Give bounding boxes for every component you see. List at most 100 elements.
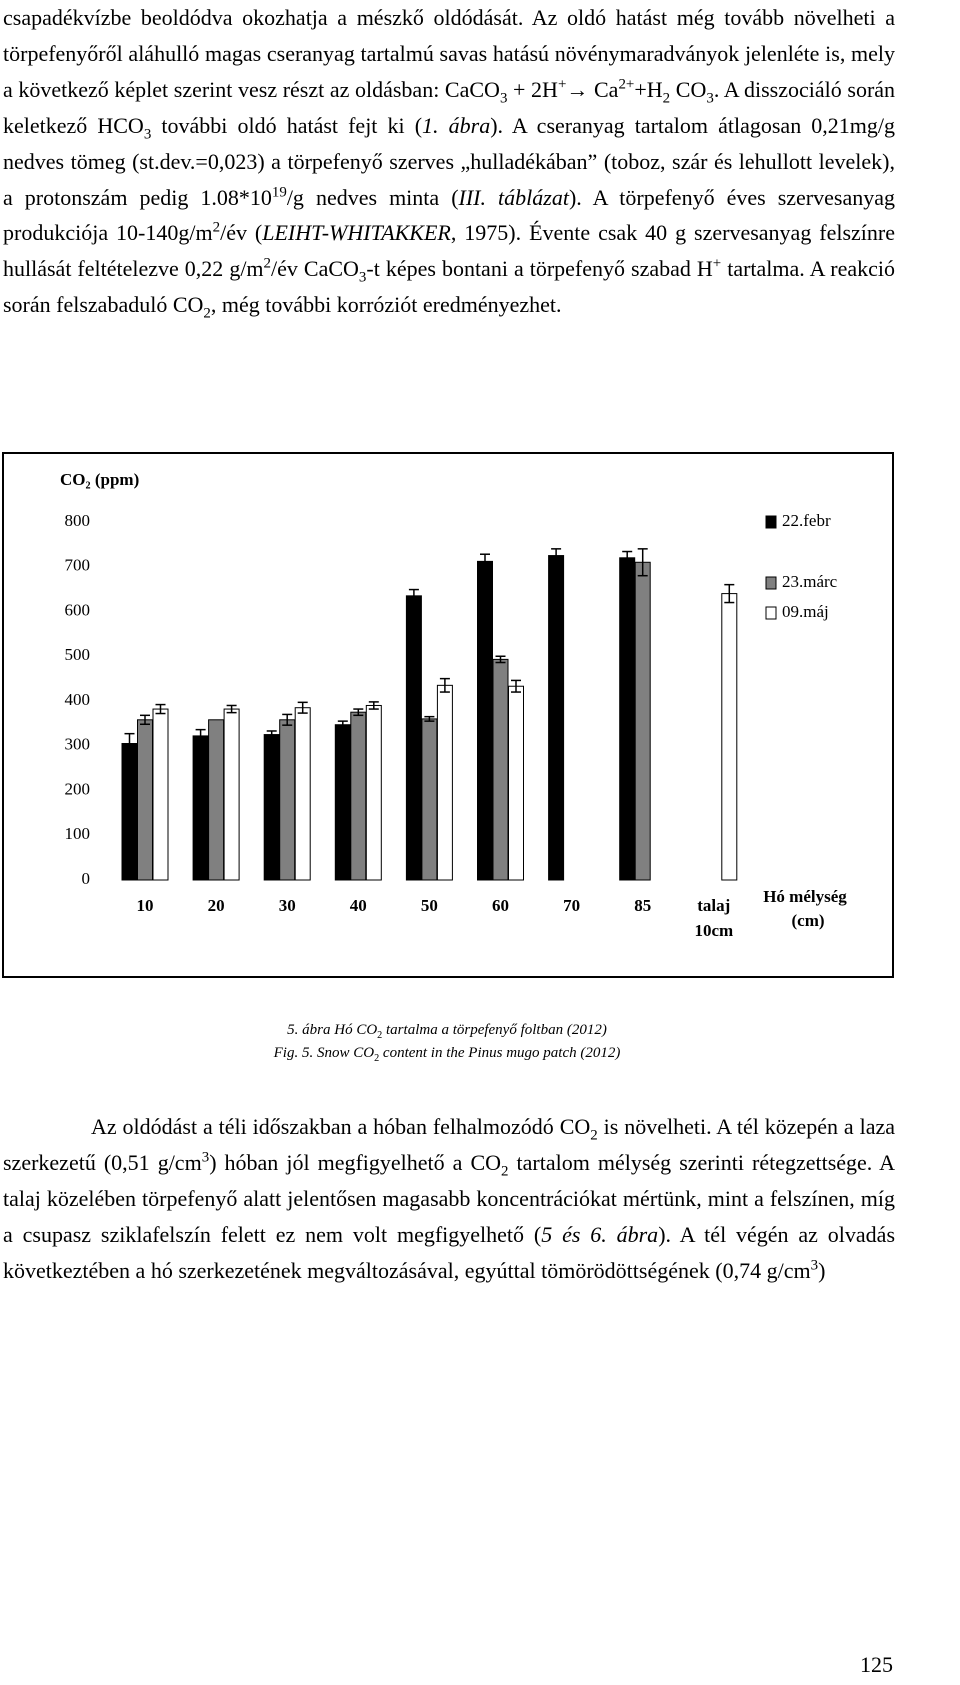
text-run: Fig. 5. Snow CO [273, 1045, 375, 1061]
error-bar [297, 701, 308, 714]
y-axis-label: CO₂ (ppm) [60, 470, 139, 489]
bar [223, 708, 240, 881]
x-tick-label: 70 [563, 896, 580, 915]
text-run: + [712, 256, 722, 273]
bar [634, 561, 651, 881]
text-run: /g nedves minta ( [286, 184, 459, 210]
text-run: további oldó hatást fejt ki ( [151, 112, 423, 138]
y-tick-label: 800 [65, 511, 91, 530]
legend-label: 23.márc [782, 572, 838, 591]
bar [405, 595, 422, 881]
text-run: content in the Pinus mugo patch (2012) [379, 1045, 621, 1061]
legend-swatch [765, 576, 777, 590]
x-tick-label-line: talaj [697, 896, 730, 915]
text-run: -t képes bontani a törpefenyő szabad H [366, 256, 713, 282]
paragraph: Az oldódást a téli időszakban a hóban fe… [3, 1109, 895, 1289]
text-run: 2 [374, 1053, 380, 1064]
text-run: III. táblázat [458, 184, 569, 210]
text-run: 5. ábra Hó CO [287, 1022, 378, 1038]
text-run: tartalom mélység szerinti rétegzettsége.… [3, 1149, 895, 1247]
x-tick-label-line: 10cm [694, 921, 733, 940]
text-run: csapadékvízbe beoldódva okozhatja a mész… [3, 5, 895, 102]
error-bar [353, 708, 364, 717]
error-bar [408, 588, 419, 603]
error-bar [424, 715, 435, 722]
x-tick-label: 60 [492, 896, 509, 915]
text-run: Az oldódást a téli időszakban a hóban fe… [91, 1114, 591, 1139]
text-run: 3 [201, 1149, 210, 1166]
error-bar [480, 553, 490, 570]
page-number: 125 [860, 1652, 893, 1677]
text-run: ). A cseranyag tartalom átlagosan 0,21mg… [3, 112, 896, 210]
bar [263, 734, 280, 881]
text-run: 3 [706, 90, 714, 107]
text-run: 2 [501, 1163, 509, 1180]
bar [492, 658, 509, 881]
bar [294, 707, 311, 881]
error-bar [495, 655, 506, 664]
text-run: 2 [263, 256, 272, 273]
error-bar [637, 548, 648, 577]
text-run: ) hóban jól megfigyelhető a CO [209, 1149, 502, 1175]
bar [121, 743, 138, 881]
error-bar [266, 730, 277, 739]
y-tick-label: 600 [65, 600, 91, 619]
y-tick-label: 500 [65, 645, 91, 664]
error-bar [511, 679, 521, 693]
x-tick-label: 40 [350, 896, 367, 915]
y-tick-label: 700 [65, 556, 91, 575]
paragraph: csapadékvízbe beoldódva okozhatja a mész… [3, 0, 895, 323]
error-bar [724, 583, 735, 604]
text-run: 19 [271, 184, 287, 201]
text-run: CO [670, 76, 707, 102]
error-bar [226, 704, 237, 714]
x-tick-label: 10 [137, 896, 154, 915]
text-run: /év CaCO [271, 256, 359, 282]
text-run: ). A törpefenyő éves szervesanyag produk… [3, 184, 895, 246]
text-run: tartalma. A reakció során felszabaduló C… [3, 256, 896, 318]
text-run: 2 [203, 305, 211, 322]
text-run: tartalma a törpefenyő foltban (2012) [382, 1022, 607, 1038]
bar [365, 704, 382, 881]
bar [436, 684, 453, 881]
legend-label: 09.máj [782, 602, 829, 621]
y-tick-label: 400 [65, 690, 91, 709]
text-run: + 2H [507, 76, 558, 102]
text-run: , még további korróziót eredményezhet. [210, 292, 562, 318]
bar [619, 557, 636, 881]
text-run: , 1975). Évente csak 40 g szervesanyag f… [3, 220, 895, 282]
x-tick-label: 85 [634, 896, 651, 915]
bar [334, 724, 351, 881]
text-run: 2 [662, 90, 671, 107]
legend-swatch [765, 606, 777, 620]
y-tick-label: 100 [65, 824, 91, 843]
error-bar [124, 732, 135, 755]
text-run: . A disszociáló során keletkező HCO [3, 76, 896, 138]
text-run: ). A tél végén az olvadás következtében … [3, 1221, 896, 1283]
text-run: → Ca [566, 76, 619, 102]
text-run: 5 és 6. ábra [541, 1221, 659, 1247]
text-run: 2+ [618, 76, 635, 93]
error-bar [195, 728, 206, 743]
caption: 5. ábra Hó CO2 tartalma a törpefenyő fol… [0, 1020, 894, 1041]
error-bar [551, 548, 562, 564]
legend-swatch [765, 515, 777, 529]
bar [208, 719, 225, 881]
text-run: 1. ábra [422, 112, 491, 138]
x-tick-label: 20 [208, 896, 225, 915]
x-tick-label: 50 [421, 896, 438, 915]
bar [548, 555, 565, 881]
error-bar [439, 677, 450, 693]
text-run: is növelheti. A tél közepén a laza szerk… [3, 1114, 895, 1175]
y-tick-label: 300 [65, 735, 91, 754]
text-run: 3 [810, 1257, 819, 1274]
bar [137, 719, 153, 881]
x-tick-label: talaj 10cm [694, 896, 733, 940]
bar [421, 718, 438, 881]
error-bar [282, 713, 293, 726]
caption: Fig. 5. Snow CO2 content in the Pinus mu… [0, 1043, 894, 1064]
x-tick-label: 30 [279, 896, 296, 915]
bar [508, 685, 524, 881]
